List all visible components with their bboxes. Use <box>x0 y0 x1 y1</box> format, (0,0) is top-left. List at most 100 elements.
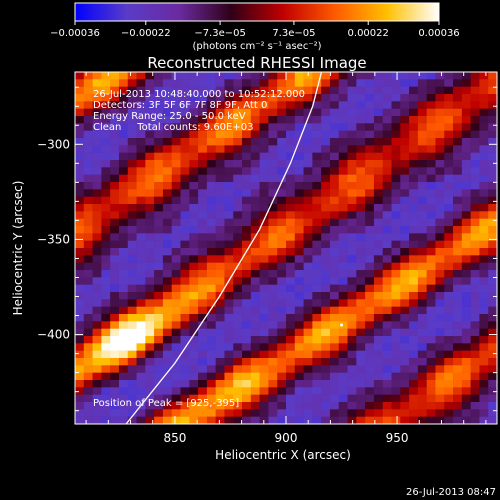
heatmap-cell <box>127 79 137 87</box>
heatmap-cell <box>470 130 480 139</box>
heatmap-cell <box>145 138 155 146</box>
heatmap-cell <box>426 79 436 87</box>
heatmap-cell <box>206 270 216 278</box>
heatmap-cell <box>329 196 340 205</box>
heatmap-cell <box>242 116 252 124</box>
heatmap-cell <box>444 248 454 256</box>
heatmap-cell <box>110 292 120 300</box>
heatmap-cell <box>453 292 463 300</box>
heatmap-cell <box>417 196 427 205</box>
heatmap-cell <box>312 145 322 153</box>
heatmap-cell <box>444 409 454 417</box>
heatmap-cell <box>83 86 93 95</box>
heatmap-cell <box>479 174 489 183</box>
heatmap-cell <box>294 130 304 139</box>
heatmap-cell <box>338 152 348 161</box>
heatmap-cell <box>224 372 234 381</box>
heatmap-cell <box>268 321 278 329</box>
heatmap-cell <box>92 101 102 109</box>
heatmap-cell <box>250 277 260 285</box>
heatmap-cell <box>488 218 497 227</box>
heatmap-cell <box>382 306 392 315</box>
heatmap-cell <box>435 101 445 109</box>
heatmap-cell <box>461 270 471 278</box>
heatmap-cell <box>206 101 216 109</box>
heatmap-cell <box>206 336 216 344</box>
heatmap-cell <box>180 372 190 381</box>
heatmap-cell <box>145 108 155 117</box>
heatmap-cell <box>136 218 146 227</box>
heatmap-cell <box>118 299 129 307</box>
heatmap-cell <box>233 174 243 183</box>
heatmap-cell <box>382 416 392 424</box>
heatmap-cell <box>338 358 348 366</box>
heatmap-cell <box>233 277 243 285</box>
heatmap-cell <box>180 350 190 359</box>
heatmap-cell <box>294 284 304 293</box>
heatmap-cell <box>206 358 216 366</box>
heatmap-cell <box>409 211 419 219</box>
heatmap-cell <box>312 262 322 271</box>
heatmap-cell <box>488 94 497 102</box>
heatmap-cell <box>303 160 313 168</box>
heatmap-cell <box>127 152 137 161</box>
heatmap-cell <box>101 86 111 95</box>
heatmap-cell <box>118 321 129 329</box>
heatmap-cell <box>198 116 208 124</box>
heatmap-cell <box>224 321 234 329</box>
heatmap-cell <box>488 350 497 359</box>
heatmap-cell <box>75 262 85 271</box>
heatmap-cell <box>162 394 173 403</box>
heatmap-cell <box>83 416 93 424</box>
heatmap-cell <box>259 343 269 351</box>
heatmap-cell <box>470 79 480 87</box>
heatmap-cell <box>444 321 454 329</box>
heatmap-cell <box>409 116 419 124</box>
heatmap-cell <box>259 255 269 263</box>
heatmap-cell <box>118 160 129 168</box>
heatmap-cell <box>461 226 471 234</box>
heatmap-cell <box>206 116 216 124</box>
heatmap-cell <box>479 196 489 205</box>
heatmap-cell <box>268 226 278 234</box>
heatmap-cell <box>488 167 497 175</box>
heatmap-cell <box>180 416 190 424</box>
heatmap-cell <box>347 277 357 285</box>
heatmap-cell <box>453 116 463 124</box>
heatmap-cell <box>365 240 375 249</box>
heatmap-cell <box>277 130 287 139</box>
heatmap-cell <box>233 167 243 175</box>
heatmap-cell <box>233 130 243 139</box>
heatmap-cell <box>224 211 234 219</box>
colorbar-tick-label: −7.3e−05 <box>194 28 246 39</box>
heatmap-cell <box>391 365 401 373</box>
heatmap-cell <box>470 94 480 102</box>
heatmap-cell <box>242 321 252 329</box>
heatmap-cell <box>294 409 304 417</box>
heatmap-cell <box>215 167 225 175</box>
heatmap-cell <box>488 160 497 168</box>
heatmap-cell <box>242 130 252 139</box>
heatmap-cell <box>242 152 252 161</box>
heatmap-cell <box>154 211 164 219</box>
heatmap-cell <box>461 350 471 359</box>
heatmap-cell <box>250 402 260 410</box>
heatmap-cell <box>479 409 489 417</box>
heatmap-cell <box>391 218 401 227</box>
heatmap-cell <box>268 182 278 190</box>
heatmap-cell <box>101 160 111 168</box>
heatmap-cell <box>479 123 489 131</box>
heatmap-cell <box>198 101 208 109</box>
heatmap-cell <box>171 314 181 322</box>
heatmap-cell <box>242 306 252 315</box>
heatmap-cell <box>347 226 357 234</box>
heatmap-cell <box>373 160 384 168</box>
heatmap-cell <box>233 248 243 256</box>
heatmap-cell <box>110 189 120 197</box>
heatmap-cell <box>154 86 164 95</box>
heatmap-cell <box>382 152 392 161</box>
heatmap-cell <box>286 189 296 197</box>
heatmap-cell <box>453 86 463 95</box>
heatmap-cell <box>250 160 260 168</box>
heatmap-cell <box>444 284 454 293</box>
